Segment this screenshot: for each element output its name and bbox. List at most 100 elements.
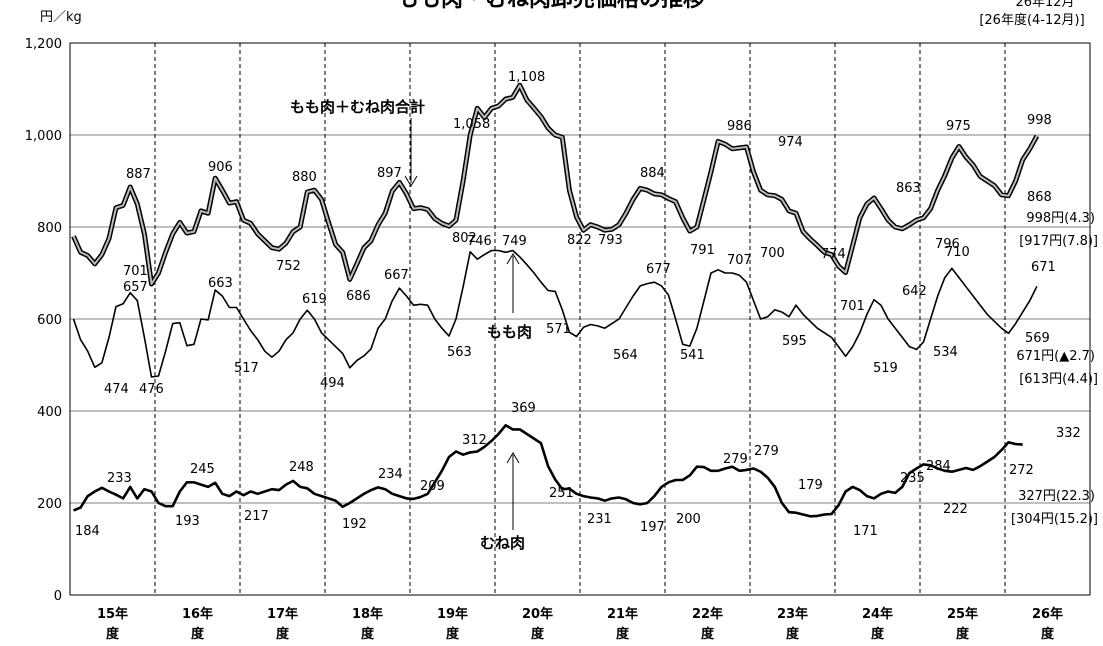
data-label: 887 xyxy=(126,167,151,182)
series-label-mune: むね肉 xyxy=(480,534,525,552)
data-label: 897 xyxy=(377,166,402,181)
y-tick-label: 600 xyxy=(37,313,62,328)
y-axis-unit: 円／kg xyxy=(40,10,82,25)
data-label: 234 xyxy=(378,467,403,482)
data-label: 235 xyxy=(900,471,925,486)
y-tick-label: 1,200 xyxy=(25,37,62,52)
data-label: 209 xyxy=(420,479,445,494)
data-label: 233 xyxy=(107,471,132,486)
data-label: 193 xyxy=(175,514,200,529)
data-label: 701 xyxy=(123,264,148,279)
data-label: 686 xyxy=(346,289,371,304)
x-tick-label-top: 15年 xyxy=(97,606,128,622)
end-value-labels: 998円(4.3) [917円(7.8)] 671円(▲2.7) [613円(4… xyxy=(1011,211,1098,527)
x-tick-label-bottom: 度 xyxy=(616,626,630,642)
data-label: 251 xyxy=(549,486,574,501)
end-prev-momo: [613円(4.4)] xyxy=(1019,372,1098,387)
data-label: 217 xyxy=(244,509,269,524)
data-label: 231 xyxy=(587,512,612,527)
data-label: 312 xyxy=(462,433,487,448)
data-label: 880 xyxy=(292,170,317,185)
data-label: 284 xyxy=(926,459,951,474)
x-tick-label-bottom: 度 xyxy=(446,626,460,642)
end-prev-mune: [304円(15.2)] xyxy=(1011,512,1098,527)
data-label: 564 xyxy=(613,348,638,363)
data-label: 197 xyxy=(640,520,665,535)
data-label: 494 xyxy=(320,376,345,391)
x-tick-label-top: 18年 xyxy=(352,606,383,622)
data-label: 571 xyxy=(546,322,571,337)
data-label: 192 xyxy=(342,517,367,532)
data-labels-momo: 657 663 619 667 746 749 677 707 700 710 … xyxy=(104,234,1056,397)
data-label: 474 xyxy=(104,382,129,397)
end-value-mune: 327円(22.3) xyxy=(1018,489,1095,504)
data-label: 793 xyxy=(598,233,623,248)
data-label: 884 xyxy=(640,166,665,181)
data-label: 663 xyxy=(208,276,233,291)
data-labels-mune: 233 245 248 234 312 369 279 279 284 272 … xyxy=(75,401,1081,539)
y-tick-label: 200 xyxy=(37,497,62,512)
data-label: 752 xyxy=(276,259,301,274)
y-tick-labels: 0 200 400 600 800 1,000 1,200 xyxy=(25,37,62,604)
data-label: 272 xyxy=(1009,463,1034,478)
data-label: 369 xyxy=(511,401,536,416)
y-tick-label: 0 xyxy=(54,589,62,604)
x-tick-label-bottom: 度 xyxy=(106,626,120,642)
data-label: 563 xyxy=(447,345,472,360)
x-tick-label-top: 25年 xyxy=(947,606,978,622)
x-tick-label-bottom: 度 xyxy=(276,626,290,642)
series-label-total: もも肉＋むね肉合計 xyxy=(290,98,425,116)
data-label: 179 xyxy=(798,478,823,493)
data-label: 998 xyxy=(1027,113,1052,128)
data-label: 279 xyxy=(754,444,779,459)
arrow-total xyxy=(404,118,418,187)
y-tick-label: 400 xyxy=(37,405,62,420)
series-line-0-inner xyxy=(72,84,1038,285)
x-tick-label-top: 22年 xyxy=(692,606,723,622)
top-right-month-label: 26年12月 xyxy=(1015,0,1074,10)
x-tick-label-top: 23年 xyxy=(777,606,808,622)
arrow-mune xyxy=(506,452,520,530)
data-label: 642 xyxy=(902,284,927,299)
data-label: 710 xyxy=(945,245,970,260)
data-label: 774 xyxy=(821,247,846,262)
data-label: 619 xyxy=(302,292,327,307)
data-label: 906 xyxy=(208,160,233,175)
data-label: 541 xyxy=(680,348,705,363)
data-label: 279 xyxy=(723,452,748,467)
data-label: 332 xyxy=(1056,426,1081,441)
y-tick-label: 1,000 xyxy=(25,129,62,144)
x-tick-label-bottom: 度 xyxy=(871,626,885,642)
data-label: 671 xyxy=(1031,260,1056,275)
series-line-1 xyxy=(72,249,1038,378)
series-layer xyxy=(71,82,1040,518)
data-label: 791 xyxy=(690,243,715,258)
x-tick-label-top: 21年 xyxy=(607,606,638,622)
data-label: 822 xyxy=(567,233,592,248)
data-label: 569 xyxy=(1025,331,1050,346)
data-label: 248 xyxy=(289,460,314,475)
data-label: 701 xyxy=(840,299,865,314)
data-label: 746 xyxy=(467,234,492,249)
data-label: 184 xyxy=(75,524,100,539)
data-label: 974 xyxy=(778,135,803,150)
data-label: 222 xyxy=(943,502,968,517)
data-label: 595 xyxy=(782,334,807,349)
data-label: 245 xyxy=(190,462,215,477)
x-tick-label-top: 19年 xyxy=(437,606,468,622)
data-label: 700 xyxy=(760,246,785,261)
data-label: 802 xyxy=(452,231,477,246)
data-label: 975 xyxy=(946,119,971,134)
data-label: 171 xyxy=(853,524,878,539)
data-label: 519 xyxy=(873,361,898,376)
x-tick-label-top: 24年 xyxy=(862,606,893,622)
data-label: 1,058 xyxy=(453,117,490,132)
x-tick-label-bottom: 度 xyxy=(531,626,545,642)
x-tick-label-bottom: 度 xyxy=(191,626,205,642)
data-label: 749 xyxy=(502,234,527,249)
plot-frame xyxy=(69,42,1091,596)
data-label: 1,108 xyxy=(508,70,545,85)
data-label: 200 xyxy=(676,512,701,527)
